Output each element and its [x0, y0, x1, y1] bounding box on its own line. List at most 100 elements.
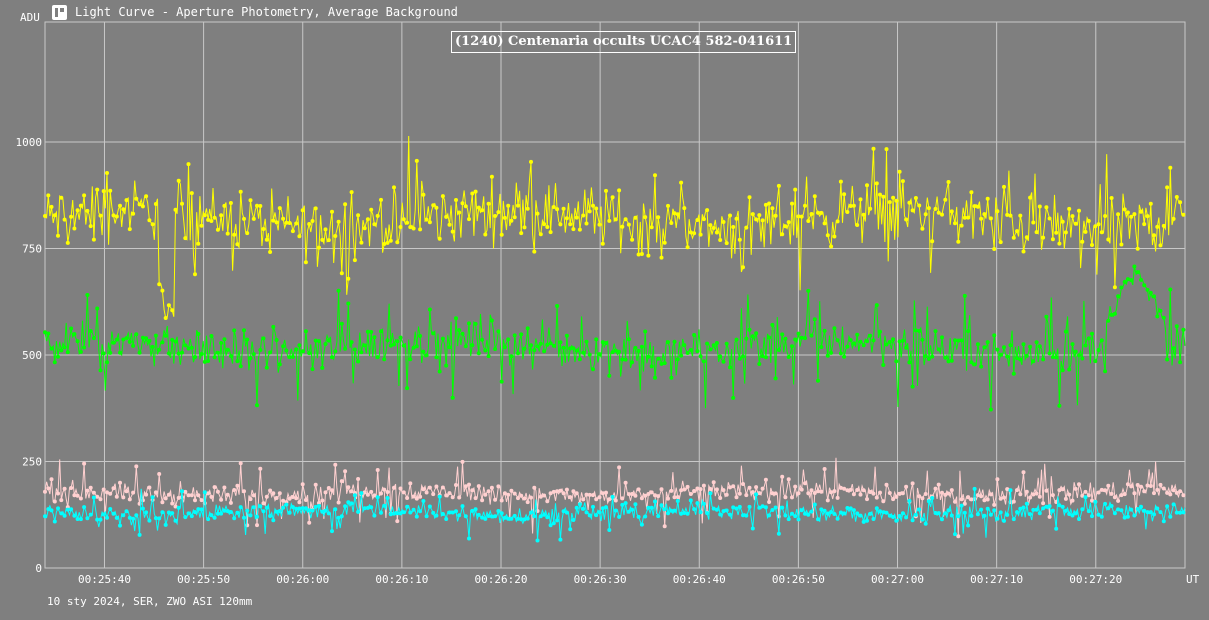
- data-point: [1002, 495, 1006, 500]
- data-point: [714, 341, 719, 345]
- data-point: [959, 503, 964, 508]
- data-point: [411, 226, 416, 231]
- data-point: [1099, 338, 1104, 343]
- data-point: [770, 322, 775, 327]
- data-point: [222, 203, 227, 208]
- data-point: [395, 339, 400, 344]
- data-point: [405, 220, 410, 225]
- data-point: [1044, 205, 1049, 210]
- data-point: [467, 536, 471, 541]
- data-point: [591, 203, 595, 208]
- data-point: [806, 219, 811, 223]
- data-point: [277, 206, 282, 211]
- data-point: [431, 203, 436, 208]
- data-point: [597, 222, 602, 227]
- data-point: [437, 236, 442, 241]
- data-point: [140, 498, 145, 503]
- data-point: [574, 348, 579, 353]
- data-point: [920, 517, 925, 522]
- data-point: [816, 489, 820, 494]
- data-point: [855, 511, 860, 516]
- data-point: [1063, 329, 1068, 334]
- data-point: [82, 461, 87, 466]
- data-point: [118, 203, 122, 208]
- data-point: [529, 343, 533, 348]
- data-point: [591, 493, 595, 498]
- data-point: [78, 349, 83, 354]
- data-point: [414, 496, 419, 501]
- data-point: [992, 502, 997, 507]
- data-point: [949, 209, 954, 214]
- data-point: [897, 169, 902, 174]
- data-point: [682, 511, 687, 515]
- data-point: [744, 513, 749, 518]
- data-point: [587, 352, 592, 357]
- data-point: [659, 503, 664, 508]
- data-point: [865, 518, 869, 523]
- data-point: [1181, 327, 1186, 332]
- data-point: [786, 477, 791, 482]
- data-point: [183, 489, 188, 494]
- data-point: [959, 338, 964, 343]
- data-point: [1181, 510, 1186, 515]
- data-point: [287, 221, 292, 225]
- data-point: [692, 489, 697, 493]
- data-point: [248, 356, 253, 361]
- data-point: [587, 492, 592, 497]
- data-point: [385, 490, 390, 494]
- data-point: [900, 511, 905, 516]
- x-tick-label: 00:27:20: [1069, 573, 1122, 586]
- data-point: [881, 510, 886, 515]
- data-point: [701, 483, 706, 488]
- data-point: [600, 506, 605, 511]
- data-point: [1171, 216, 1176, 221]
- data-point: [431, 510, 436, 515]
- data-point: [375, 468, 380, 472]
- data-point: [793, 484, 798, 489]
- data-point: [597, 510, 602, 515]
- data-point: [574, 505, 579, 510]
- data-point: [561, 491, 566, 496]
- data-point: [653, 375, 657, 380]
- data-point: [845, 488, 850, 493]
- data-point: [1161, 315, 1166, 320]
- data-point: [1142, 283, 1147, 288]
- data-point: [610, 195, 615, 200]
- data-point: [682, 206, 687, 211]
- data-point: [1005, 512, 1010, 517]
- data-point: [923, 354, 928, 359]
- data-point: [1011, 499, 1016, 504]
- data-point: [1125, 277, 1130, 282]
- data-point: [1024, 489, 1029, 494]
- data-point: [444, 214, 449, 219]
- data-point: [809, 212, 814, 216]
- data-point: [287, 496, 292, 501]
- data-point: [385, 496, 390, 500]
- data-point: [379, 329, 383, 334]
- data-point: [225, 492, 230, 497]
- data-point: [646, 354, 651, 359]
- data-point: [323, 342, 328, 346]
- data-point: [88, 512, 93, 517]
- data-point: [496, 329, 501, 334]
- data-point: [398, 335, 403, 340]
- data-point: [643, 493, 648, 498]
- data-point: [966, 495, 971, 500]
- data-point: [369, 489, 374, 494]
- x-tick-label: 00:25:50: [177, 573, 230, 586]
- data-point: [542, 349, 547, 354]
- data-point: [473, 507, 478, 512]
- data-point: [1106, 483, 1111, 488]
- data-point: [209, 334, 214, 338]
- data-point: [577, 227, 582, 232]
- data-point: [532, 348, 537, 353]
- data-point: [131, 490, 136, 495]
- data-point: [153, 490, 158, 495]
- data-point: [1083, 495, 1088, 500]
- data-point: [649, 505, 654, 510]
- data-point: [975, 493, 980, 498]
- data-point: [1054, 230, 1059, 235]
- data-point: [718, 238, 723, 242]
- data-point: [946, 491, 951, 496]
- data-point: [600, 340, 605, 345]
